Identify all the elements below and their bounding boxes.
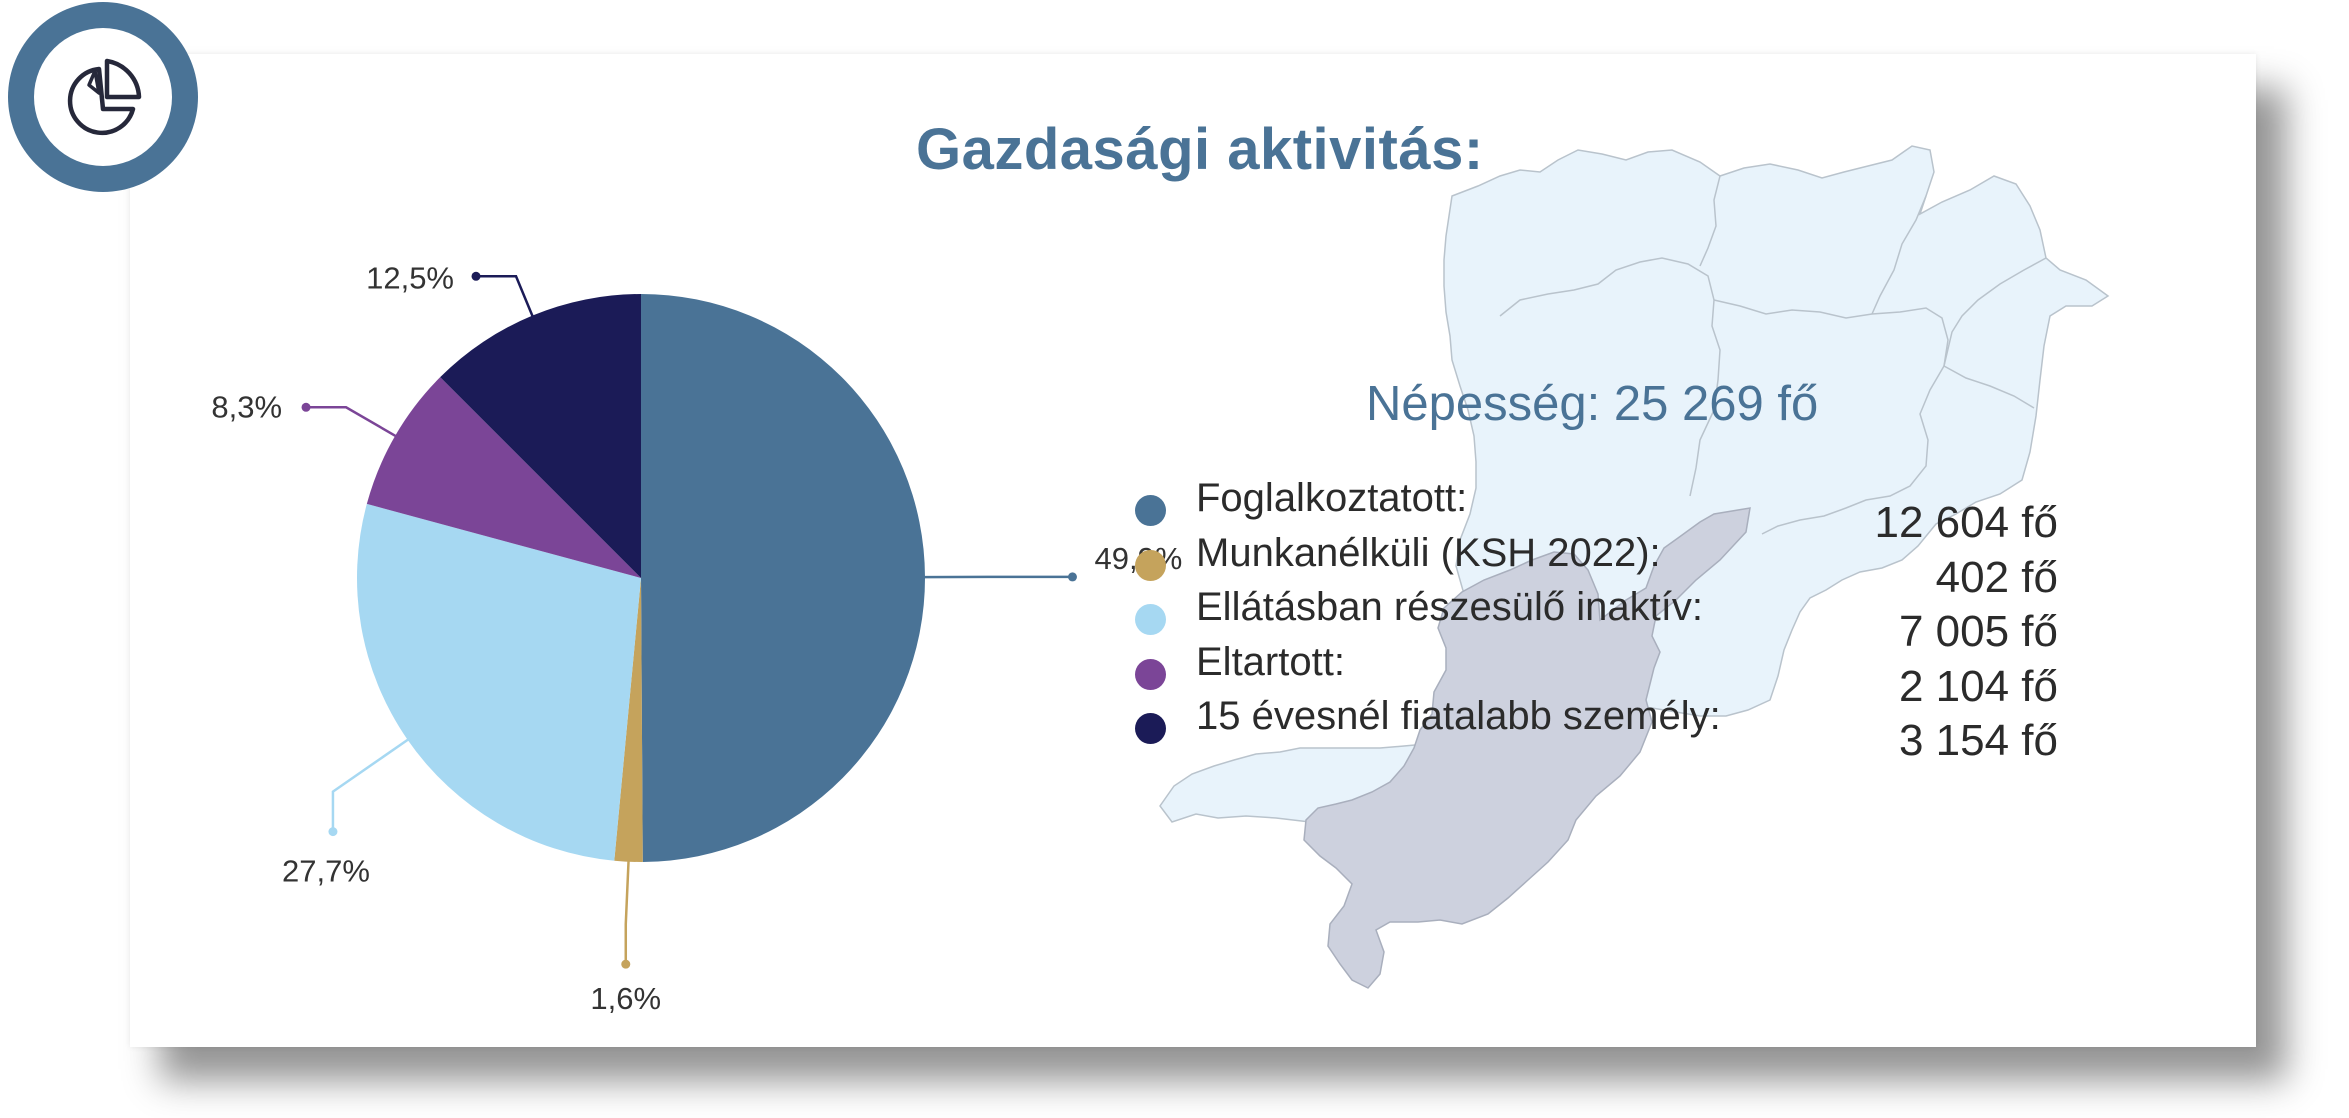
leader-dot [621,959,631,969]
slice-percent-label: 12,5% [366,260,454,295]
pie-slice [366,377,641,578]
legend-dot-icon [1135,658,1166,690]
legend-label: Eltartott: [1196,639,1345,684]
legend-label: Foglalkoztatott: [1196,476,1468,520]
pie-slice [356,503,641,861]
population-total: Népesség: 25 269 fő [1366,377,1819,431]
leader-dot [471,271,481,281]
pie-slice [614,578,643,862]
legend-item: Munkanélküli (KSH 2022): 402 fő [1132,530,2062,602]
legend-dot-icon [1135,604,1166,635]
legend-value: 12 604 fő [1874,498,2059,547]
region-map-districts [1159,145,2110,989]
slice-percent-label: 1,6% [590,981,661,1016]
slice-percent-label: 8,3% [211,389,282,424]
leader-line [624,858,630,965]
legend-item: Ellátásban részesülő inaktív: 7 005 fő [1132,585,2062,656]
chart-title: Gazdasági aktivitás: [916,117,1484,182]
slice-percent-label: 27,7% [282,854,370,889]
pie-slices [356,294,926,862]
pie-slice [440,294,641,578]
pie-slice [641,294,926,862]
chart-badge [8,2,198,192]
leader-line [476,275,535,319]
leader-line [306,406,399,439]
legend-label: Munkanélküli (KSH 2022): [1196,530,1661,575]
legend-dot-icon [1135,713,1166,744]
leader-dot [328,827,338,837]
legend-value: 402 fő [1935,552,2058,602]
legend-item: 15 évesnél fiatalabb személy: 3 154 fő [1132,694,2062,765]
legend-item: Eltartott: 2 104 fő [1132,639,2062,711]
leader-dot [301,402,311,412]
chart-legend: Foglalkoztatott: 12 604 fő Munkanélküli … [1132,476,2062,765]
leader-line [331,737,411,832]
badge-inner [34,28,172,166]
legend-dot-icon [1135,549,1166,581]
legend-dot-icon [1135,495,1166,526]
legend-label: Ellátásban részesülő inaktív: [1196,585,1703,629]
legend-value: 3 154 fő [1898,716,2058,765]
legend-label: 15 évesnél fiatalabb személy: [1196,694,1721,738]
pie-chart-icon [67,58,142,136]
legend-item: Foglalkoztatott: 12 604 fő [1132,476,2062,547]
legend-value: 2 104 fő [1898,661,2058,711]
legend-value: 7 005 fő [1898,607,2058,656]
leader-dot [1067,572,1077,582]
